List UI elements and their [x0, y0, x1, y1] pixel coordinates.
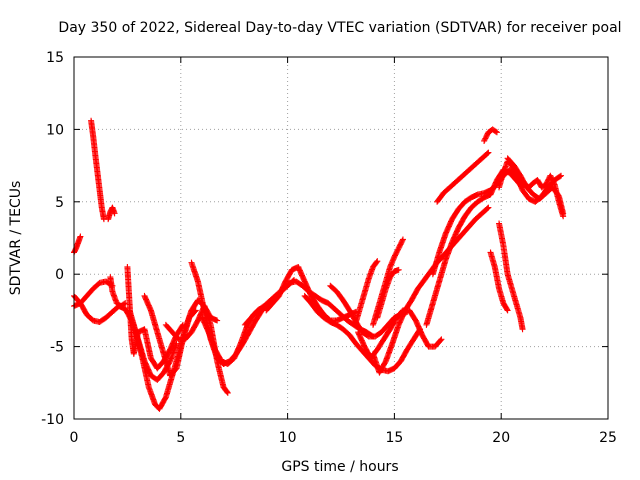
- series-arc-11: [188, 259, 298, 367]
- x-tick-label: 10: [279, 430, 297, 446]
- series-arc-29: [504, 155, 567, 217]
- y-tick-label: 0: [55, 267, 64, 283]
- y-tick-label: -5: [50, 340, 64, 356]
- data-point: [373, 259, 380, 266]
- data-point: [484, 150, 491, 157]
- data-point: [111, 210, 118, 217]
- series-arc-14: [263, 263, 359, 324]
- data-point: [192, 307, 199, 314]
- series-arc-4: [88, 117, 107, 223]
- data-point: [395, 266, 402, 273]
- data-point: [550, 180, 557, 187]
- x-tick-label: 15: [385, 430, 403, 446]
- series-arc-2: [71, 292, 180, 383]
- series-arc-24: [434, 149, 492, 205]
- x-tick-label: 0: [70, 430, 79, 446]
- data-points: [71, 117, 567, 412]
- plot-frame: [73, 56, 609, 420]
- y-tick-label: 5: [55, 195, 64, 211]
- series-arc-21: [352, 258, 381, 325]
- data-point: [485, 204, 492, 211]
- y-tick-label: 10: [46, 122, 64, 138]
- data-point: [224, 388, 231, 395]
- data-point: [556, 173, 563, 180]
- series-arc-20: [374, 266, 402, 321]
- series-arc-1: [71, 233, 84, 256]
- data-point: [191, 308, 198, 315]
- data-point: [121, 300, 128, 307]
- x-tick-label: 5: [176, 430, 185, 446]
- series-arc-26: [496, 220, 526, 333]
- data-point: [519, 326, 526, 333]
- data-point: [214, 317, 221, 324]
- data-point: [493, 129, 500, 136]
- series-arc-3: [71, 278, 116, 310]
- data-point: [485, 149, 492, 156]
- series-arc-18: [370, 204, 492, 376]
- chart-title: Day 350 of 2022, Sidereal Day-to-day VTE…: [58, 20, 621, 36]
- x-tick-label: 20: [492, 430, 510, 446]
- series-arc-28: [487, 249, 511, 314]
- data-point: [504, 307, 511, 314]
- data-point: [437, 337, 444, 344]
- x-axis-label: GPS time / hours: [281, 459, 398, 475]
- data-point: [560, 210, 567, 217]
- data-point: [399, 236, 406, 243]
- x-tick-label: 25: [599, 430, 617, 446]
- data-point: [438, 336, 445, 343]
- series-arc-9: [141, 292, 199, 379]
- axis-ticks: 0 5 10 15 20 25 -10 -5 0 5 10 15: [41, 50, 617, 446]
- series-arc-5: [105, 204, 118, 223]
- y-axis-label: SDTVAR / TECUs: [8, 181, 24, 296]
- data-point: [77, 233, 84, 240]
- series-arc-6: [107, 274, 129, 310]
- data-point: [558, 172, 565, 179]
- data-point: [503, 306, 510, 313]
- data-point: [374, 258, 381, 265]
- y-tick-label: 15: [46, 50, 64, 66]
- series-arc-25: [481, 126, 500, 144]
- data-point: [492, 128, 499, 135]
- data-point: [399, 237, 406, 244]
- y-tick-label: -10: [41, 412, 64, 428]
- data-point: [484, 205, 491, 212]
- data-point: [224, 389, 231, 396]
